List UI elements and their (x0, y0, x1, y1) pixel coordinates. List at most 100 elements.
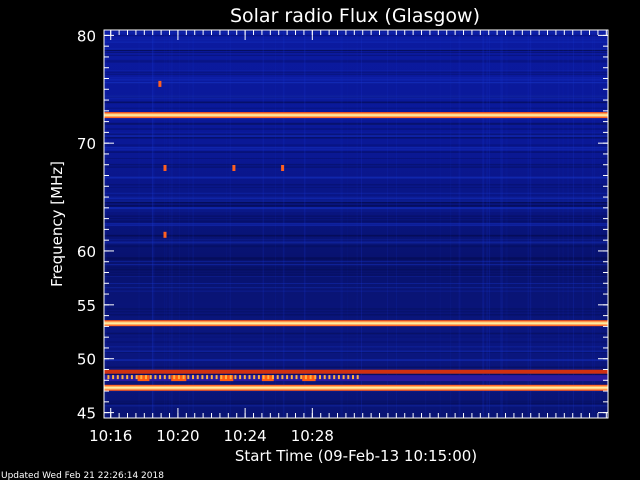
texture-column (459, 30, 462, 418)
texture-column (105, 30, 107, 418)
emission-band-spike (281, 375, 284, 380)
texture-column (527, 30, 529, 418)
texture-streak (104, 403, 608, 405)
emission-band-spike (295, 375, 298, 380)
chart-title: Solar radio Flux (Glasgow) (230, 5, 480, 27)
texture-column (361, 30, 362, 418)
emission-band-spike (210, 375, 213, 380)
emission-band-spike (347, 375, 350, 380)
texture-streak (104, 336, 608, 338)
texture-streak (104, 366, 608, 368)
texture-streak (104, 245, 608, 246)
texture-streak (104, 272, 608, 273)
emission-band-spike (201, 375, 204, 380)
texture-streak (104, 209, 608, 211)
texture-streak (104, 187, 608, 188)
texture-streak (104, 286, 608, 289)
emission-band-spike (253, 375, 256, 380)
texture-streak (104, 207, 608, 210)
texture-column (439, 30, 441, 418)
emission-band-spike (262, 375, 265, 380)
texture-column (356, 30, 358, 418)
emission-band-spike (276, 375, 279, 380)
texture-column (505, 30, 507, 418)
emission-band-spike (352, 375, 354, 380)
texture-column (169, 30, 171, 418)
emission-band-spike (248, 375, 251, 380)
texture-streak (104, 270, 608, 272)
texture-streak (104, 148, 608, 151)
emission-band-spike (187, 375, 190, 380)
y-tick-label: 45 (77, 405, 96, 423)
texture-column (152, 30, 154, 418)
texture-streak (104, 73, 608, 75)
texture-column (582, 30, 584, 418)
texture-column (582, 30, 584, 418)
texture-column (152, 30, 154, 418)
texture-streak (104, 205, 608, 207)
texture-streak (104, 144, 608, 147)
texture-column (303, 30, 306, 418)
texture-streak (104, 177, 608, 179)
texture-column (488, 30, 490, 418)
texture-streak (104, 79, 608, 81)
texture-streak (104, 196, 608, 198)
texture-column (395, 30, 397, 418)
texture-column (500, 30, 503, 418)
x-axis-label: Start Time (09-Feb-13 10:15:00) (235, 447, 477, 465)
emission-band-spike (286, 375, 289, 380)
texture-streak (104, 286, 608, 288)
emission-band-spike (304, 375, 307, 380)
emission-band (104, 112, 608, 119)
y-tick-labels: 45 50 55 60 70 80 (77, 27, 96, 422)
texture-streak (104, 61, 608, 63)
x-tick-label: 10:28 (291, 427, 334, 445)
emission-bands (104, 112, 608, 391)
texture-column (282, 30, 284, 418)
emission-band-spike (234, 375, 237, 380)
emission-band (104, 384, 608, 391)
emission-band-spike (145, 375, 147, 380)
texture-streak (104, 147, 608, 149)
texture-streak (104, 176, 608, 179)
emission-band-spike (140, 375, 143, 380)
texture-column (591, 30, 594, 418)
texture-streak (104, 350, 608, 353)
texture-column (486, 30, 488, 418)
texture-streak (104, 311, 608, 313)
texture-streak (104, 48, 608, 50)
emission-band-spike (149, 375, 152, 380)
texture-streak (104, 128, 608, 130)
texture-streak (104, 94, 608, 96)
texture-streak (104, 200, 608, 202)
emission-band-spike (356, 375, 359, 380)
texture-streak (104, 308, 608, 310)
texture-streak (104, 258, 608, 260)
texture-streak (104, 31, 608, 34)
burst-mark (281, 165, 285, 171)
texture-streak (104, 54, 608, 56)
texture-streak (104, 118, 608, 120)
x-tick-labels: 10:16 10:20 10:24 10:28 (89, 427, 334, 445)
texture-column (599, 30, 601, 418)
texture-column (501, 30, 503, 418)
texture-streak (104, 346, 608, 348)
texture-streak (104, 224, 608, 227)
texture-streak (104, 49, 608, 51)
texture-column (341, 30, 343, 418)
burst-mark (163, 165, 167, 171)
texture-streak (104, 261, 608, 262)
texture-streak (104, 215, 608, 217)
texture-streak (104, 257, 608, 259)
emission-band-spike (257, 375, 260, 380)
texture-streak (104, 274, 608, 276)
texture-streak (104, 71, 608, 73)
texture-streak (104, 30, 608, 32)
texture-streak (104, 241, 608, 244)
burst-mark (232, 165, 236, 171)
emission-band-spike (319, 375, 321, 380)
emission-band-spike (337, 375, 340, 380)
texture-column (482, 30, 484, 418)
x-tick-label: 10:16 (89, 427, 132, 445)
y-tick-label: 50 (77, 351, 96, 369)
